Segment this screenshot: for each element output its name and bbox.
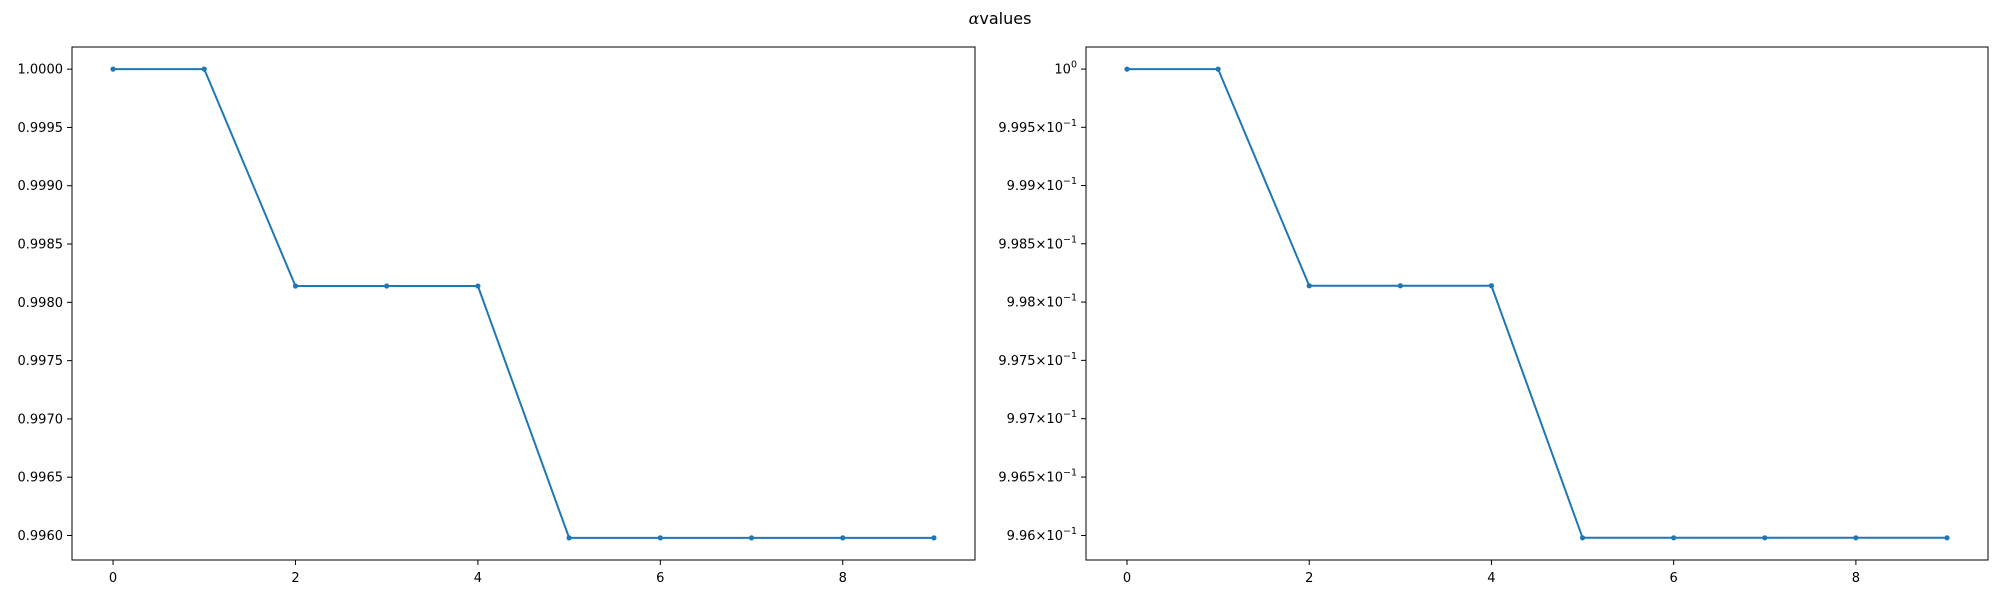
x-tick-label: 6	[656, 571, 664, 586]
data-point	[1853, 535, 1859, 541]
data-point	[1397, 283, 1403, 289]
data-point	[566, 535, 572, 541]
x-tick-label: 8	[1852, 571, 1860, 586]
data-point	[201, 66, 207, 72]
data-point	[1488, 283, 1495, 289]
data-point	[1944, 535, 1950, 541]
data-point	[1306, 283, 1312, 289]
chart-panel-1: 0 2 4 6 8 0.9960 0.9965 0.9970 0.9975 0.9980 0.998…	[18, 46, 976, 586]
data-point	[475, 283, 481, 289]
title-text: values	[979, 9, 1032, 28]
y-tick-label: 9.97×10−1	[1007, 409, 1077, 427]
data-point	[110, 66, 116, 72]
data-point	[657, 535, 663, 541]
y-tick-label: 9.99×10−1	[1007, 176, 1077, 194]
y-tick-label: 9.985×10−1	[998, 234, 1077, 252]
y-tick-label: 9.96×10−1	[1007, 526, 1077, 544]
y-tick-label: 0.9970	[18, 412, 64, 427]
y-tick-label: 0.9985	[18, 238, 64, 253]
y-tick-label: 9.995×10−1	[998, 118, 1077, 136]
data-point	[1215, 66, 1221, 72]
x-tick-label: 8	[839, 571, 847, 586]
y-tick-label: 9.98×10−1	[1007, 293, 1077, 311]
y-tick-label: 9.965×10−1	[998, 468, 1077, 486]
data-point	[1762, 535, 1768, 541]
x-tick-label: 0	[1123, 571, 1131, 586]
y-tick-label: 0.9995	[18, 121, 64, 136]
series-line-1	[1127, 68, 1947, 539]
y-tick-label: 1.0000	[18, 63, 64, 78]
x-tick-label: 2	[1305, 571, 1313, 586]
x-tick-label: 4	[1487, 571, 1495, 586]
data-point	[1579, 535, 1586, 541]
axes-frame	[71, 46, 976, 561]
x-tick-label: 4	[474, 571, 482, 586]
data-point	[1124, 66, 1130, 72]
x-tick-label: 0	[109, 571, 117, 586]
axes-frame	[1085, 46, 1989, 561]
y-tick-label: 0.9965	[18, 471, 64, 486]
y-tick-label: 0.9960	[18, 529, 64, 544]
data-point	[931, 535, 937, 541]
y-tick-label: 0.9975	[18, 354, 64, 369]
x-tick-label: 6	[1670, 571, 1678, 586]
y-tick-label: 0.9990	[18, 179, 64, 194]
data-point	[1671, 535, 1677, 541]
x-tick-label: 2	[291, 571, 299, 586]
y-tick-label: 9.975×10−1	[998, 351, 1077, 369]
figure-title: αvalues	[0, 9, 2000, 28]
y-tick-label: 100	[1054, 60, 1077, 78]
title-alpha: α	[968, 9, 980, 28]
y-tick-label: 0.9980	[18, 296, 64, 311]
data-point	[748, 535, 755, 541]
data-point	[384, 283, 390, 289]
series-line-1	[113, 68, 934, 539]
data-point	[840, 535, 846, 541]
data-point	[292, 283, 299, 289]
chart-panel-2: 0 2 4 6 8 9.96×10−1 9.965×10−1 9.97×10−1 9.975×1…	[998, 46, 1989, 586]
